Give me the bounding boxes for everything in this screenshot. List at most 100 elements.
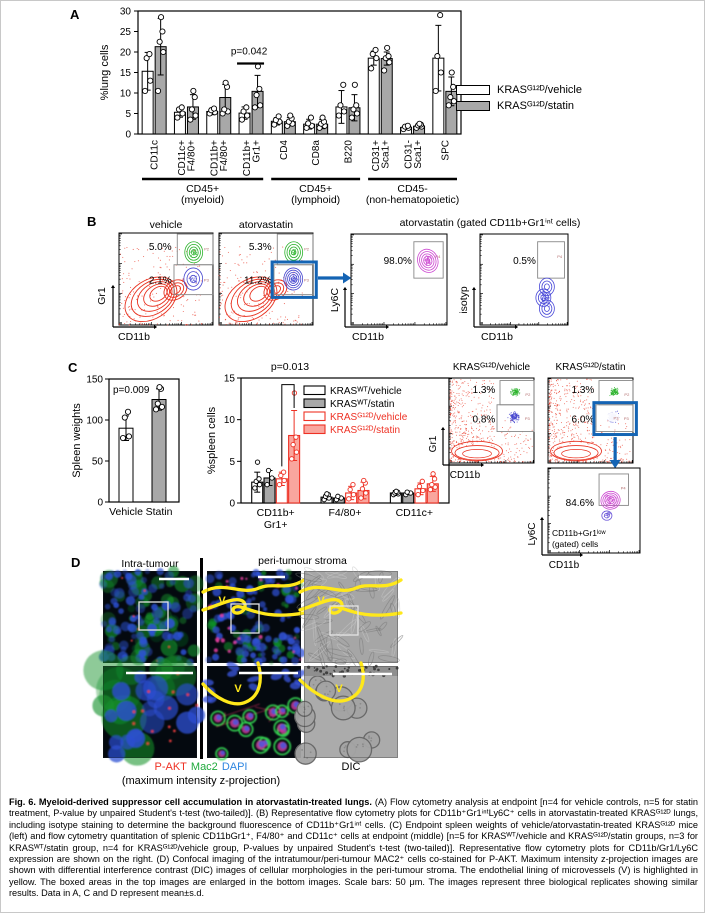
dic-label: DIC [341, 761, 361, 773]
svg-text:0: 0 [125, 130, 131, 141]
svg-text:CD45+: CD45+ [186, 183, 219, 195]
svg-text:P4: P4 [621, 485, 627, 490]
svg-text:25: 25 [120, 27, 132, 38]
svg-text:5.3%: 5.3% [249, 242, 272, 253]
legend-label: KRASᴳ¹²ᴰ/vehicle [497, 84, 582, 96]
svg-text:(myeloid): (myeloid) [181, 194, 224, 206]
svg-text:KRASᴳ¹²ᴰ/vehicle: KRASᴳ¹²ᴰ/vehicle [453, 362, 531, 373]
svg-text:P2: P2 [525, 392, 531, 397]
svg-text:KRASᵂᵀ/statin: KRASᵂᵀ/statin [330, 399, 394, 410]
svg-text:atorvastatin (gated CD11b+Gr1ⁱ: atorvastatin (gated CD11b+Gr1ⁱⁿᵗ cells) [400, 217, 581, 229]
svg-text:5: 5 [125, 109, 131, 120]
svg-text:SPC: SPC [440, 140, 451, 161]
svg-text:CD31+: CD31+ [371, 140, 382, 172]
svg-text:isotyp: isotyp [458, 286, 470, 314]
svg-text:10: 10 [224, 415, 236, 426]
svg-text:KRASᴳ¹²ᴰ/vehicle: KRASᴳ¹²ᴰ/vehicle [330, 412, 408, 423]
figure-caption: Fig. 6. Myeloid-derived suppressor cell … [9, 797, 698, 900]
svg-text:5.0%: 5.0% [149, 242, 172, 253]
panel-a-label: A [70, 7, 80, 22]
svg-text:CD11c: CD11c [150, 140, 161, 170]
spleen-weights-chart: 0 50 100 150 Spleen weights Vehicle Statin p=0.… [71, 375, 180, 518]
svg-text:P3: P3 [614, 416, 620, 421]
svg-text:(non-hematopoietic): (non-hematopoietic) [366, 194, 459, 206]
svg-text:Gr1: Gr1 [428, 435, 439, 452]
panel-b-label: B [87, 214, 97, 229]
svg-text:100: 100 [86, 416, 103, 427]
stain-label-dapi: DAPI [221, 761, 248, 773]
svg-text:vehicle: vehicle [150, 219, 183, 231]
stain-label-mac2: Mac2 [190, 761, 218, 773]
svg-text:Statin: Statin [146, 506, 173, 518]
legend-swatch [456, 85, 490, 95]
svg-text:p=0.013: p=0.013 [271, 361, 309, 373]
intra-tumour-zoom-image [83, 650, 206, 766]
svg-text:CD11b+: CD11b+ [210, 140, 221, 176]
svg-text:P3: P3 [525, 416, 531, 421]
svg-text:150: 150 [86, 375, 103, 386]
svg-text:Gr1: Gr1 [96, 287, 108, 305]
dic-image: V [295, 566, 404, 674]
stain-label-p-akt: P-AKT [154, 761, 187, 773]
caption-body: (A) Flow cytometry analysis at endpoint … [9, 797, 698, 899]
svg-text:CD11b: CD11b [118, 331, 150, 343]
svg-text:0: 0 [229, 499, 235, 510]
svg-text:KRASᴳ¹²ᴰ/statin: KRASᴳ¹²ᴰ/statin [555, 362, 625, 373]
svg-text:CD11c+: CD11c+ [396, 507, 433, 519]
svg-text:CD11c+: CD11c+ [177, 140, 188, 176]
panel-d-label: D [71, 555, 81, 570]
svg-text:P2: P2 [624, 392, 630, 397]
svg-text:F4/80+: F4/80+ [329, 507, 362, 519]
peri-tumour-fluorescence-image: V [201, 569, 306, 667]
svg-text:Gr1+: Gr1+ [264, 519, 288, 531]
svg-text:84.6%: 84.6% [566, 498, 594, 509]
svg-text:0: 0 [97, 498, 103, 509]
svg-text:atorvastatin: atorvastatin [239, 219, 293, 231]
svg-text:5: 5 [229, 457, 235, 468]
intra-tumour-fluorescence-image [98, 565, 204, 666]
svg-text:50: 50 [92, 457, 104, 468]
flow-cytometry-panel-c: KRASᴳ¹²ᴰ/vehicle KRASᴳ¹²ᴰ/statin P2 P3 1.3% 0… [428, 362, 641, 571]
legend-a: KRASᴳ¹²ᴰ/vehicle KRASᴳ¹²ᴰ/statin [456, 82, 582, 114]
svg-text:1.3%: 1.3% [572, 385, 595, 396]
flow-cytometry-panel-b: atorvastatin (gated CD11b+Gr1ⁱⁿᵗ cells) v… [96, 217, 581, 343]
svg-text:Spleen weights: Spleen weights [71, 403, 83, 478]
svg-text:Sca1+: Sca1+ [413, 140, 424, 169]
svg-text:1.3%: 1.3% [473, 385, 496, 396]
svg-text:CD8a: CD8a [311, 140, 322, 166]
svg-text:V: V [234, 683, 242, 695]
svg-text:F4/80+: F4/80+ [219, 140, 230, 172]
svg-text:0.5%: 0.5% [513, 256, 536, 267]
svg-text:CD45+: CD45+ [299, 183, 332, 195]
legend-a-item-0: KRASᴳ¹²ᴰ/vehicle [456, 82, 582, 98]
svg-text:%lung cells: %lung cells [99, 44, 111, 100]
svg-text:p=0.042: p=0.042 [231, 46, 268, 57]
svg-text:CD11b+: CD11b+ [242, 140, 253, 176]
svg-text:(lymphoid): (lymphoid) [291, 194, 340, 206]
svg-text:15: 15 [120, 68, 132, 79]
peri-tumour-zoom-image: V [201, 661, 308, 761]
svg-text:KRASᵂᵀ/vehicle: KRASᵂᵀ/vehicle [330, 386, 402, 397]
stain-legend: P-AKT Mac2 DAPI [106, 761, 296, 773]
svg-text:20: 20 [120, 48, 132, 59]
svg-text:CD31-: CD31- [403, 140, 414, 169]
peri-tumour-title: peri-tumour stroma [258, 555, 347, 567]
svg-text:Vehicle: Vehicle [109, 506, 143, 518]
svg-text:%spleen cells: %spleen cells [206, 406, 218, 474]
svg-text:p=0.009: p=0.009 [113, 385, 150, 396]
svg-text:CD11b: CD11b [481, 331, 513, 343]
svg-text:P2: P2 [304, 247, 310, 252]
dic-zoom-image: V [293, 661, 399, 765]
svg-text:Ly6C: Ly6C [527, 523, 538, 546]
svg-text:Ly6C: Ly6C [329, 288, 341, 313]
projection-note: (maximum intensity z-projection) [121, 775, 281, 787]
svg-text:V: V [218, 595, 226, 607]
svg-text:98.0%: 98.0% [384, 256, 412, 267]
svg-text:15: 15 [224, 374, 236, 385]
legend-a-item-1: KRASᴳ¹²ᴰ/statin [456, 98, 582, 114]
legend-swatch [456, 101, 490, 111]
svg-text:2.1%: 2.1% [149, 276, 172, 287]
panel-d-divider [200, 558, 203, 759]
